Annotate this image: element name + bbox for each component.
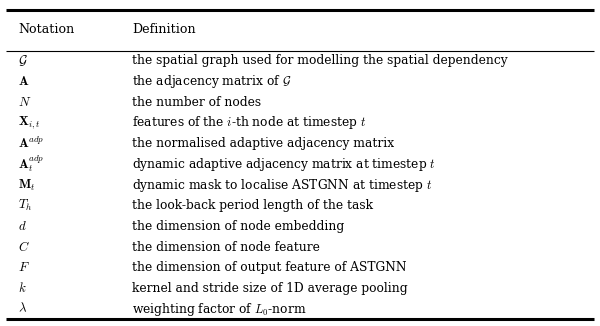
Text: features of the $i$-th node at timestep $t$: features of the $i$-th node at timestep … — [132, 114, 367, 131]
Text: $C$: $C$ — [18, 240, 30, 254]
Text: $\mathbf{A}$: $\mathbf{A}$ — [18, 75, 29, 88]
Text: $\mathbf{X}_{i,t}$: $\mathbf{X}_{i,t}$ — [18, 115, 41, 131]
Text: weighting factor of $L_{0}$-norm: weighting factor of $L_{0}$-norm — [132, 301, 307, 318]
Text: $F$: $F$ — [18, 261, 29, 274]
Text: the dimension of node embedding: the dimension of node embedding — [132, 220, 344, 233]
Text: the adjacency matrix of $\mathcal{G}$: the adjacency matrix of $\mathcal{G}$ — [132, 73, 292, 90]
Text: the number of nodes: the number of nodes — [132, 96, 261, 109]
Text: the dimension of output feature of ASTGNN: the dimension of output feature of ASTGN… — [132, 261, 407, 274]
Text: Notation: Notation — [18, 23, 74, 36]
Text: the dimension of node feature: the dimension of node feature — [132, 241, 320, 254]
Text: the look-back period length of the task: the look-back period length of the task — [132, 199, 373, 212]
Text: $\mathcal{G}$: $\mathcal{G}$ — [18, 53, 28, 68]
Text: the normalised adaptive adjacency matrix: the normalised adaptive adjacency matrix — [132, 137, 394, 150]
Text: $T_{h}$: $T_{h}$ — [18, 198, 32, 213]
Text: the spatial graph used for modelling the spatial dependency: the spatial graph used for modelling the… — [132, 54, 508, 67]
Text: $d$: $d$ — [18, 220, 26, 233]
Text: $\mathbf{A}_{t}^{adp}$: $\mathbf{A}_{t}^{adp}$ — [18, 154, 44, 174]
Text: $\lambda$: $\lambda$ — [18, 303, 27, 316]
Text: $k$: $k$ — [18, 281, 26, 295]
Text: dynamic mask to localise ASTGNN at timestep $t$: dynamic mask to localise ASTGNN at times… — [132, 176, 433, 194]
Text: $\mathbf{A}^{adp}$: $\mathbf{A}^{adp}$ — [18, 136, 44, 151]
Text: $\mathbf{M}_{t}$: $\mathbf{M}_{t}$ — [18, 177, 36, 193]
Text: kernel and stride size of 1D average pooling: kernel and stride size of 1D average poo… — [132, 282, 407, 295]
Text: $N$: $N$ — [18, 96, 31, 109]
Text: Definition: Definition — [132, 23, 196, 36]
Text: dynamic adaptive adjacency matrix at timestep $t$: dynamic adaptive adjacency matrix at tim… — [132, 156, 436, 173]
